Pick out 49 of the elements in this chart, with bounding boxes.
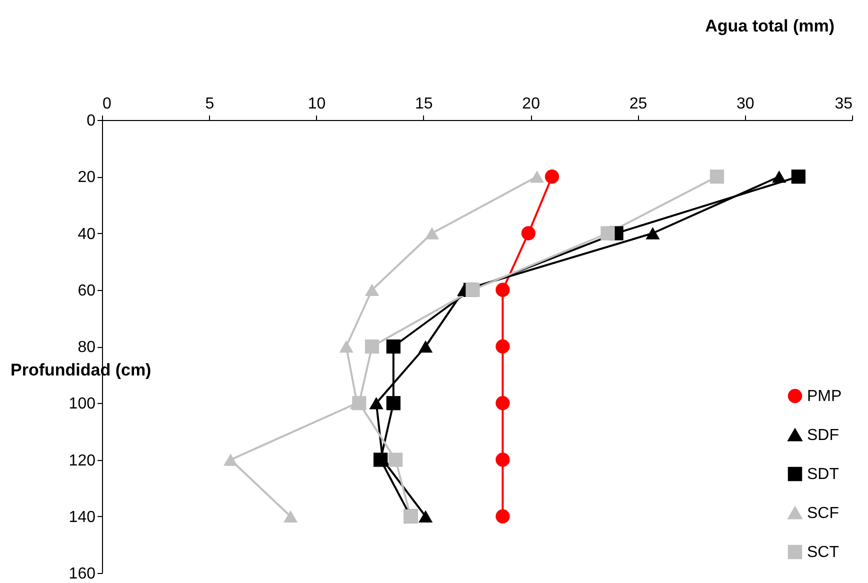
point	[646, 227, 660, 240]
point	[418, 510, 433, 522]
y-tick-label: 80	[78, 339, 96, 356]
point	[496, 339, 510, 354]
y-tick-label: 60	[78, 282, 96, 300]
point	[364, 284, 380, 296]
y-tick-label: 120	[68, 452, 96, 470]
point	[364, 339, 380, 354]
point	[772, 170, 786, 183]
x-tick-label: 15	[415, 96, 433, 112]
y-tick-label: 100	[68, 396, 96, 413]
y-tick-label: 20	[78, 169, 96, 186]
point	[600, 226, 615, 240]
x-tick-label: 5	[205, 96, 214, 112]
x-tick-label: 0	[102, 96, 112, 112]
point	[496, 396, 510, 410]
x-tick-label: 35	[834, 96, 853, 112]
y-tick-label: 40	[78, 226, 96, 243]
point	[496, 282, 510, 297]
legend-label: SDF	[807, 427, 840, 444]
point	[496, 509, 510, 524]
point	[424, 227, 440, 240]
point	[386, 339, 400, 354]
x-tick-label: 25	[629, 96, 648, 112]
legend-label: SCF	[807, 505, 840, 522]
x-tick-label: 30	[736, 96, 754, 112]
legend-label: SCT	[807, 544, 840, 561]
y-tick-label: 0	[86, 112, 96, 130]
point	[352, 396, 366, 410]
point	[224, 454, 238, 466]
point	[386, 396, 400, 410]
y-tick-label: 160	[68, 566, 96, 582]
point	[710, 170, 724, 184]
point	[418, 340, 433, 353]
x-tick-label: 20	[522, 96, 540, 112]
x-tick-label: 10	[308, 96, 326, 112]
point	[339, 340, 354, 353]
point	[521, 226, 536, 240]
point	[544, 170, 560, 184]
point	[791, 170, 806, 184]
y-tick-label: 140	[68, 508, 96, 526]
legend-label: SDT	[807, 466, 840, 483]
point	[496, 452, 510, 467]
point	[388, 452, 403, 467]
x-axis-title: Agua total (mm)	[705, 16, 834, 36]
point	[530, 170, 544, 183]
point	[284, 510, 298, 522]
point	[369, 397, 384, 410]
legend-label: PMP	[807, 388, 842, 405]
